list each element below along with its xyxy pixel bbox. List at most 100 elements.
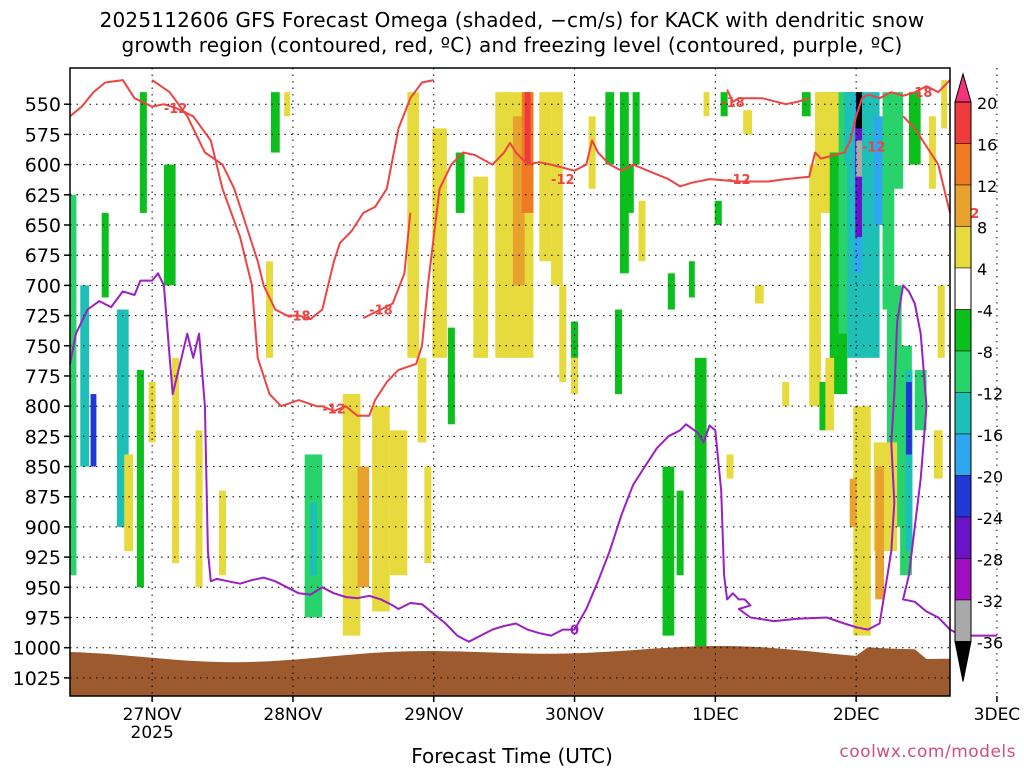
dgz-contour-label: -12: [322, 403, 346, 418]
omega-cell: [372, 406, 390, 612]
omega-cell: [626, 164, 634, 213]
omega-cell: [524, 92, 531, 165]
y-tick-label: 875: [25, 487, 61, 509]
omega-cell: [937, 285, 945, 358]
x-tick-label: 1DEC: [692, 705, 739, 725]
y-tick-label: 800: [25, 396, 61, 418]
dgz-contour-label: -12: [862, 141, 886, 156]
omega-cell: [163, 164, 176, 286]
omega-cell: [809, 164, 821, 407]
omega-cell: [417, 357, 427, 443]
dgz-contour-line: [726, 89, 810, 106]
dgz-contour-label: -12: [727, 173, 751, 188]
colorbar-swatch: [954, 184, 972, 227]
freezing-contour-label: 0: [570, 624, 579, 639]
omega-cell: [694, 357, 707, 648]
omega-cell: [720, 92, 728, 117]
omega-cell: [933, 430, 943, 479]
omega-cell: [849, 478, 857, 527]
omega-cell: [447, 327, 455, 425]
terrain-shape: [70, 646, 950, 696]
credit-text: coolwx.com/models: [839, 742, 1016, 762]
y-tick-label: 825: [25, 426, 61, 448]
chart-title-line2: growth region (contoured, red, ºC) and f…: [121, 33, 903, 57]
omega-cell: [512, 116, 525, 286]
dgz-contour-line: [902, 115, 951, 214]
omega-cell: [389, 430, 408, 576]
colorbar-label: 12: [977, 177, 997, 196]
omega-cell: [559, 285, 567, 382]
omega-cell: [782, 382, 790, 407]
dgz-contour-label: -18: [287, 310, 311, 325]
grid-lines: [70, 68, 998, 696]
omega-cell: [726, 454, 734, 479]
omega-cell: [136, 369, 144, 588]
y-tick-label: 975: [25, 608, 61, 630]
omega-cell: [284, 92, 290, 117]
omega-cell: [875, 466, 884, 600]
colorbar: 20 16 12 8 4 -4 -8 -12 -16 -20 -24 -28 -32 -36: [954, 72, 1003, 682]
omega-cell: [605, 92, 615, 165]
colorbar-label: -36: [977, 634, 1003, 653]
colorbar-label: 20: [977, 94, 997, 113]
colorbar-label: 8: [977, 219, 987, 238]
omega-cell: [853, 406, 871, 636]
x-axis: 27NOV 28NOV 29NOV 30NOV 1DEC 2DEC 3DEC 2025: [123, 696, 1020, 743]
colorbar-swatch: [954, 475, 972, 518]
colorbar-swatch: [954, 392, 972, 435]
y-tick-label: 775: [25, 366, 61, 388]
omega-cell: [116, 309, 129, 527]
colorbar-swatch: [954, 350, 972, 393]
omega-cell: [703, 92, 710, 117]
omega-cell: [551, 92, 563, 286]
omega-cell: [688, 261, 695, 298]
dgz-contour-line: [69, 79, 951, 417]
terrain-band: [70, 646, 950, 696]
omega-cell: [148, 382, 156, 443]
omega-cell: [905, 369, 913, 552]
omega-cell: [309, 502, 317, 576]
omega-cell: [714, 200, 722, 225]
x-tick-label: 30NOV: [545, 705, 604, 725]
omega-cell: [676, 490, 684, 576]
dgz-contour-label: -12: [551, 173, 575, 188]
colorbar-label: -24: [977, 509, 1003, 528]
colorbar-swatch: [954, 101, 972, 144]
colorbar-label: -28: [977, 551, 1003, 570]
colorbar-swatch: [954, 558, 972, 601]
omega-cell: [342, 394, 361, 636]
omega-cell: [424, 466, 432, 564]
colorbar-swatch: [954, 433, 972, 476]
y-tick-label: 850: [25, 457, 61, 479]
y-tick-label: 1025: [13, 668, 61, 690]
colorbar-label: -12: [977, 385, 1003, 404]
colorbar-label: 4: [977, 260, 987, 279]
omega-cell: [124, 454, 134, 552]
omega-cell: [873, 116, 886, 225]
dgz-contour-line: [362, 212, 412, 319]
omega-cell: [70, 194, 77, 576]
colorbar-swatch: [954, 226, 972, 269]
colorbar-arrow-bottom: [954, 641, 972, 682]
omega-cell: [855, 116, 863, 238]
x-tick-label: 27NOV: [123, 705, 182, 725]
plot-frame: [69, 67, 951, 697]
omega-cell: [819, 382, 829, 431]
omega-cell: [172, 357, 180, 564]
colorbar-arrow-top: [954, 72, 972, 103]
y-axis: 550 575 600 625 650 675 700 725 750 775 800 825 850 8…: [13, 94, 70, 690]
omega-cell: [801, 92, 811, 117]
omega-cell: [743, 110, 752, 135]
colorbar-label: -32: [977, 592, 1003, 611]
y-tick-label: 900: [25, 517, 61, 539]
dgz-contours: -12-18-12-18-18-12-12-12-18-12: [69, 79, 979, 418]
omega-cell: [90, 394, 97, 467]
y-tick-label: 550: [25, 94, 61, 116]
omega-cell: [101, 212, 109, 298]
omega-cell: [891, 92, 904, 189]
dgz-contour-label: -18: [369, 304, 393, 319]
y-tick-label: 675: [25, 245, 61, 267]
dgz-contour-label: -18: [909, 86, 933, 101]
y-tick-label: 600: [25, 155, 61, 177]
